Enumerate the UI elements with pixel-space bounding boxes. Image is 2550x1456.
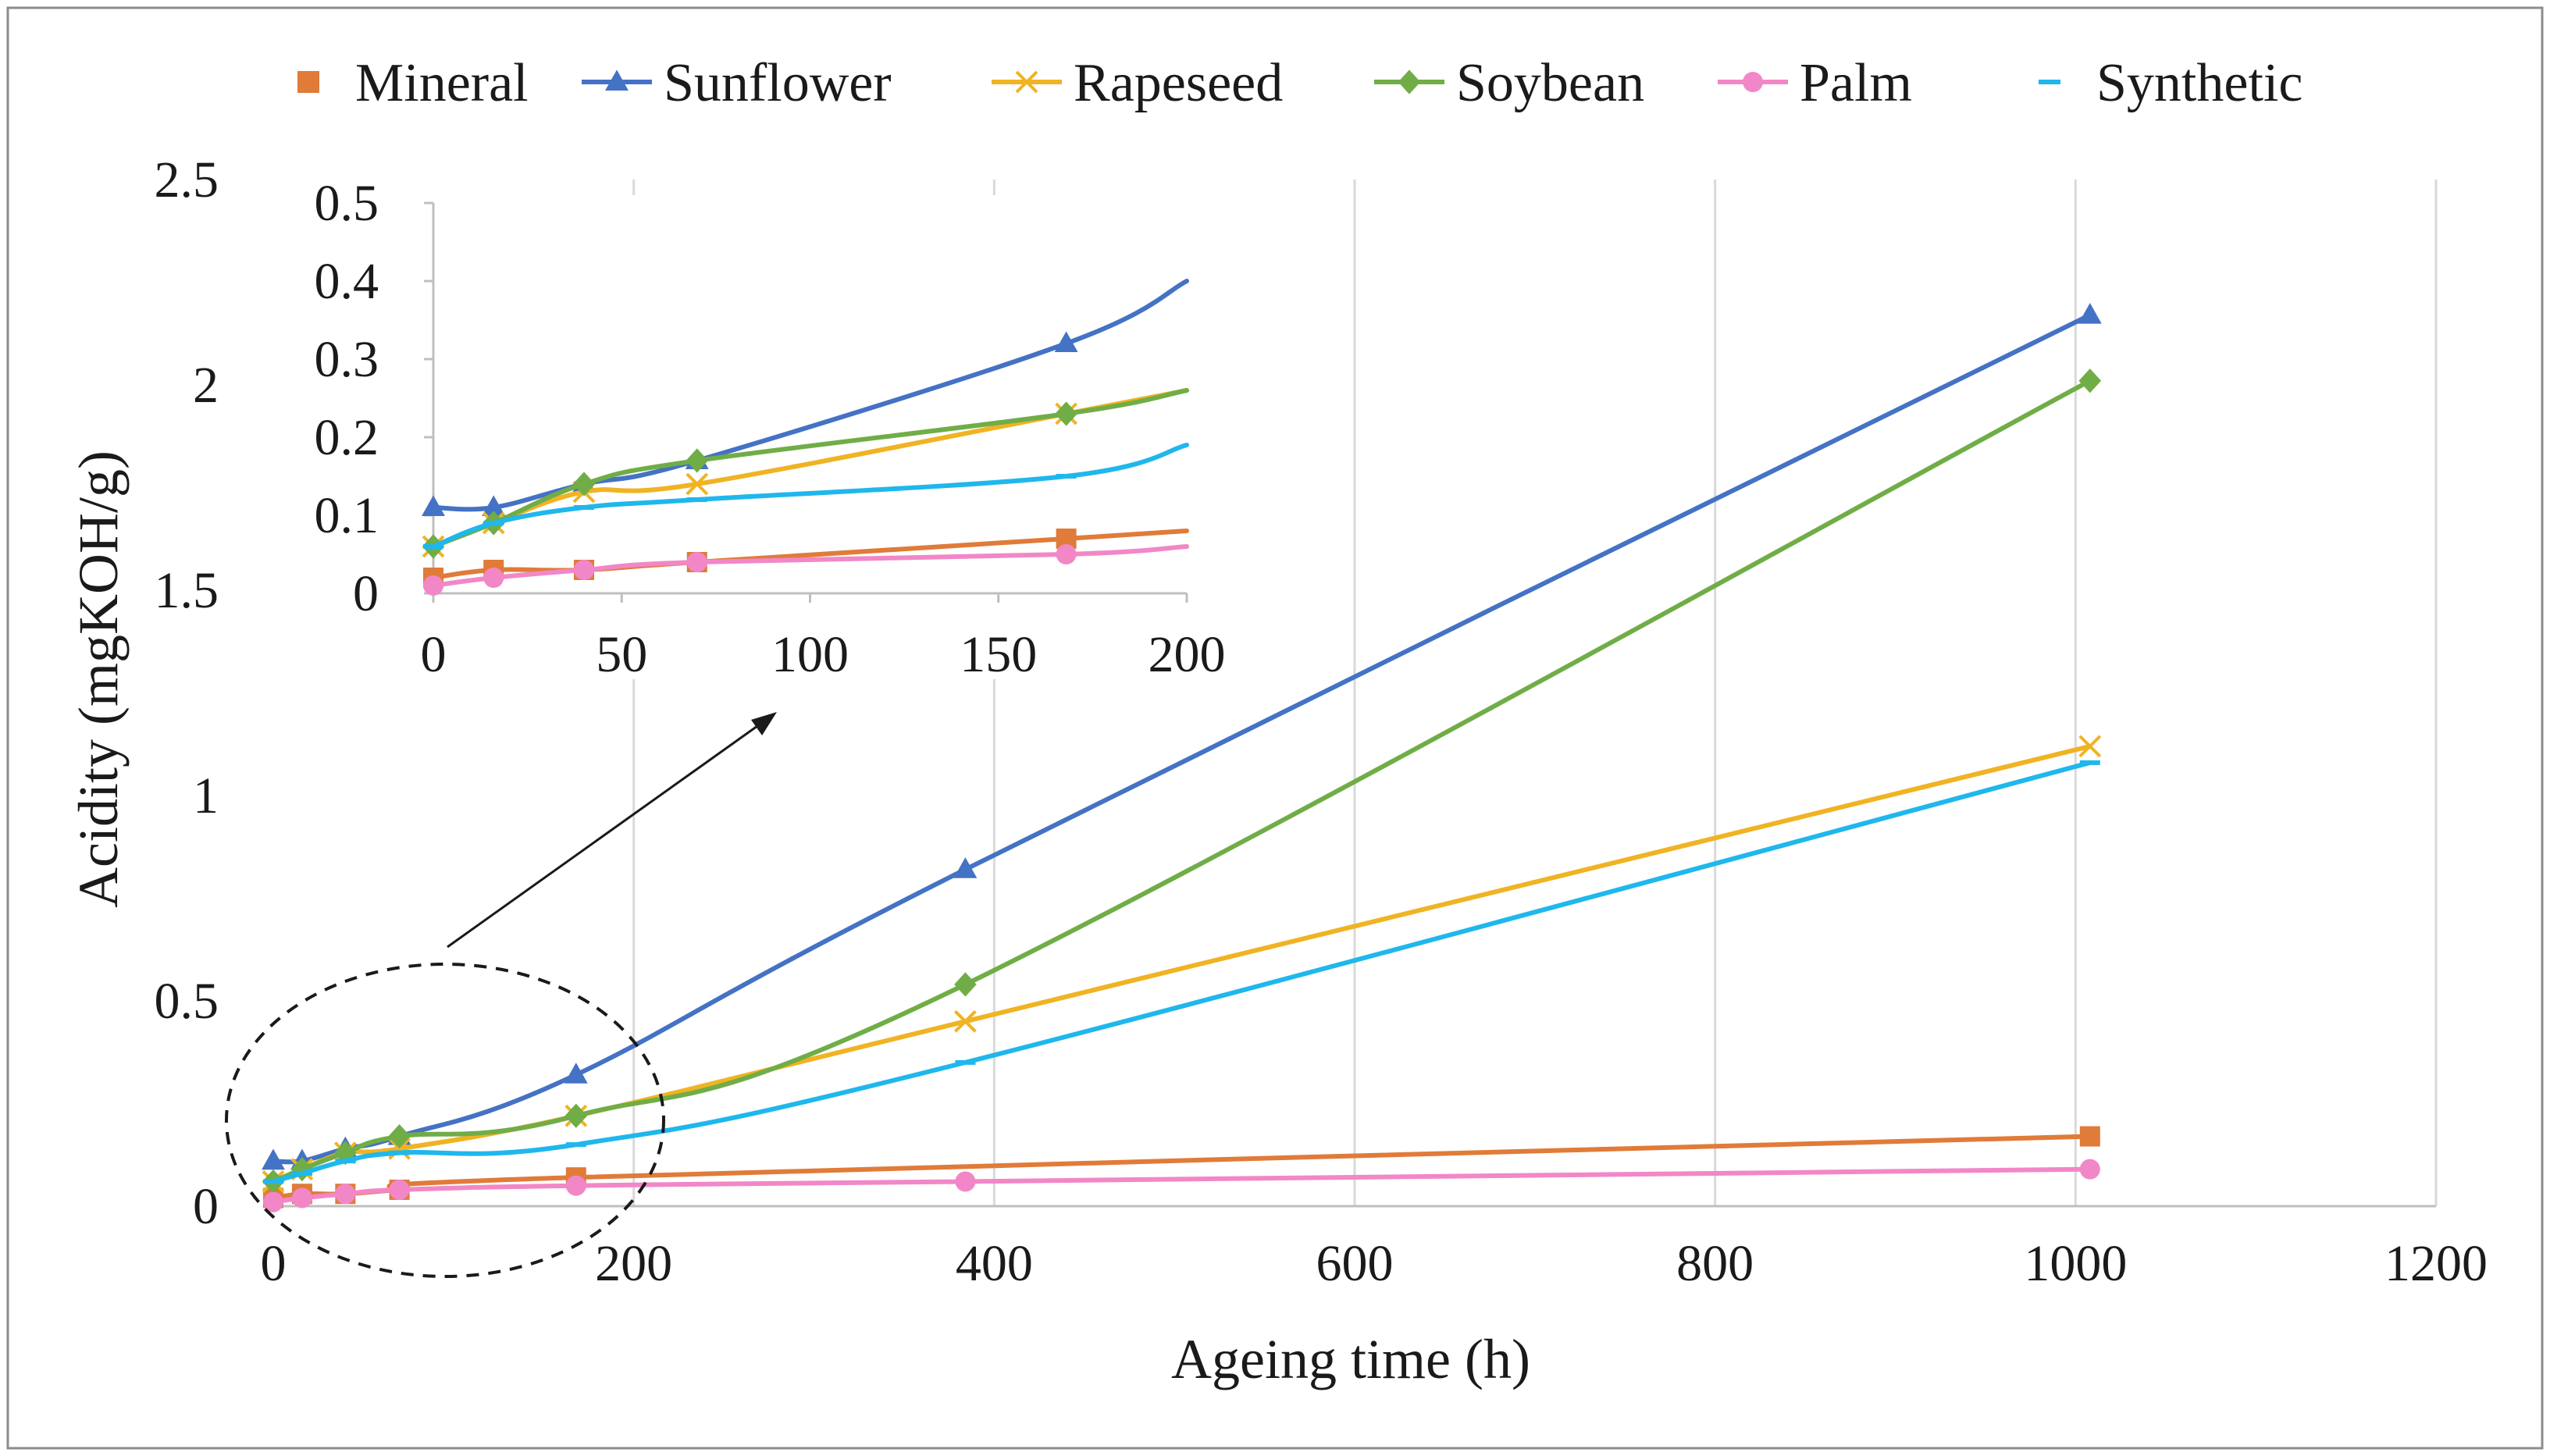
- y-tick-label: 2.5: [155, 151, 219, 208]
- inset-data-point-soybean: [1055, 401, 1077, 426]
- legend-label: Synthetic: [2096, 53, 2302, 113]
- legend-label: Soybean: [1456, 53, 1644, 113]
- inset-data-point-synthetic: [423, 544, 443, 549]
- inset-data-point-rapeseed: [686, 472, 709, 496]
- main-series-group: [262, 302, 2102, 1212]
- data-point-soybean: [388, 1123, 411, 1149]
- inset-x-tick-label: 50: [596, 626, 647, 683]
- data-point-synthetic: [2079, 760, 2100, 765]
- inset-background: [328, 195, 1288, 679]
- inset-data-point-palm: [574, 560, 594, 580]
- data-point-sunflower: [2078, 302, 2102, 324]
- inset-y-tick-label: 0.4: [315, 253, 379, 310]
- data-point-soybean: [564, 1103, 588, 1128]
- legend-item-sunflower: Sunflower: [582, 53, 892, 113]
- data-point-palm: [2079, 1159, 2100, 1180]
- zoom-arrow-line: [447, 724, 758, 949]
- inset-data-point-synthetic: [686, 497, 707, 502]
- legend-marker-palm: [1743, 72, 1763, 92]
- legend-item-soybean: Soybean: [1374, 53, 1644, 113]
- inset-data-point-synthetic: [574, 505, 594, 510]
- data-point-palm: [389, 1179, 410, 1200]
- data-point-rapeseed: [2078, 735, 2102, 758]
- inset-series-group: [422, 279, 1189, 596]
- data-point-synthetic: [955, 1059, 976, 1065]
- data-point-soybean: [2078, 368, 2102, 393]
- data-point-synthetic: [263, 1179, 283, 1184]
- inset-data-point-soybean: [686, 448, 709, 473]
- data-point-synthetic: [291, 1170, 312, 1176]
- x-axis-label: Ageing time (h): [1171, 1328, 1530, 1390]
- y-tick-label: 1.5: [155, 562, 219, 619]
- legend-marker-soybean: [1398, 69, 1421, 94]
- data-point-rapeseed: [953, 1009, 977, 1033]
- data-point-palm: [291, 1187, 312, 1209]
- legend-item-palm: Palm: [1718, 53, 1912, 113]
- legend-marker-sunflower: [605, 69, 629, 91]
- data-point-synthetic: [335, 1159, 356, 1164]
- inset-x-tick-label: 100: [771, 626, 849, 683]
- legend-item-synthetic: Synthetic: [2039, 53, 2302, 113]
- data-point-palm: [955, 1171, 976, 1192]
- inset-chart: 0 50 100 150 200 0 0.1 0.2 0.3 0.4 0.5: [315, 175, 1288, 683]
- zoom-arrow-head: [751, 712, 777, 735]
- data-point-synthetic: [389, 1150, 410, 1155]
- y-tick-label: 1: [193, 767, 219, 824]
- data-point-mineral: [2079, 1126, 2100, 1147]
- inset-y-tick-label: 0.2: [315, 409, 379, 466]
- data-point-palm: [565, 1175, 586, 1196]
- y-tick-label: 0.5: [155, 973, 219, 1030]
- legend: Mineral Sunflower Rapeseed Soybean Palm Synth…: [297, 53, 2302, 113]
- inset-data-point-soybean: [572, 472, 596, 497]
- inset-data-point-palm: [1056, 544, 1077, 564]
- inset-y-tick-label: 0.5: [315, 175, 379, 232]
- inset-data-point-palm: [483, 568, 504, 588]
- x-tick-label: 600: [1316, 1235, 1394, 1292]
- data-point-soybean: [954, 972, 977, 997]
- legend-label: Palm: [1800, 53, 1912, 113]
- y-axis-label: Acidity (mgKOH/g): [67, 450, 130, 908]
- inset-x-tick-label: 200: [1149, 626, 1226, 683]
- inset-data-point-sunflower: [422, 495, 445, 517]
- legend-marker-mineral: [297, 71, 319, 93]
- y-tick-label: 0: [193, 1178, 219, 1235]
- inset-y-tick-label: 0.3: [315, 331, 379, 388]
- inset-y-tick-label: 0.1: [315, 487, 379, 544]
- x-tick-label: 400: [956, 1235, 1033, 1292]
- legend-marker-rapeseed: [1015, 70, 1038, 94]
- legend-item-mineral: Mineral: [297, 53, 529, 113]
- data-point-palm: [263, 1191, 283, 1212]
- inset-data-point-synthetic: [1056, 474, 1077, 479]
- y-tick-label: 2: [193, 357, 219, 414]
- inset-data-point-synthetic: [483, 521, 504, 525]
- data-point-sunflower: [262, 1148, 285, 1170]
- inset-data-point-palm: [423, 575, 443, 596]
- x-tick-label: 0: [261, 1235, 287, 1292]
- data-point-sunflower: [953, 857, 978, 878]
- x-tick-label: 1000: [2024, 1235, 2127, 1292]
- legend-marker-synthetic: [2039, 80, 2060, 84]
- legend-label: Mineral: [355, 53, 529, 113]
- inset-x-tick-label: 150: [960, 626, 1037, 683]
- legend-label: Sunflower: [664, 53, 892, 113]
- zoom-ellipse: [225, 963, 665, 1278]
- inset-x-tick-label: 0: [421, 626, 447, 683]
- data-point-sunflower: [564, 1063, 588, 1084]
- x-tick-label: 1200: [2384, 1235, 2488, 1292]
- inset-data-point-sunflower: [1054, 331, 1078, 353]
- inset-data-point-sunflower: [482, 495, 506, 517]
- x-tick-label: 800: [1676, 1235, 1754, 1292]
- data-point-palm: [335, 1184, 356, 1205]
- inset-tick-labels: 0 50 100 150 200 0 0.1 0.2 0.3 0.4 0.5: [315, 175, 1226, 683]
- inset-data-point-palm: [686, 552, 707, 572]
- x-tick-label: 200: [595, 1235, 672, 1292]
- legend-item-rapeseed: Rapeseed: [992, 53, 1283, 113]
- inset-y-tick-label: 0: [353, 565, 379, 622]
- data-point-synthetic: [565, 1142, 586, 1148]
- zoom-annotation: [225, 712, 777, 1278]
- legend-label: Rapeseed: [1074, 53, 1283, 113]
